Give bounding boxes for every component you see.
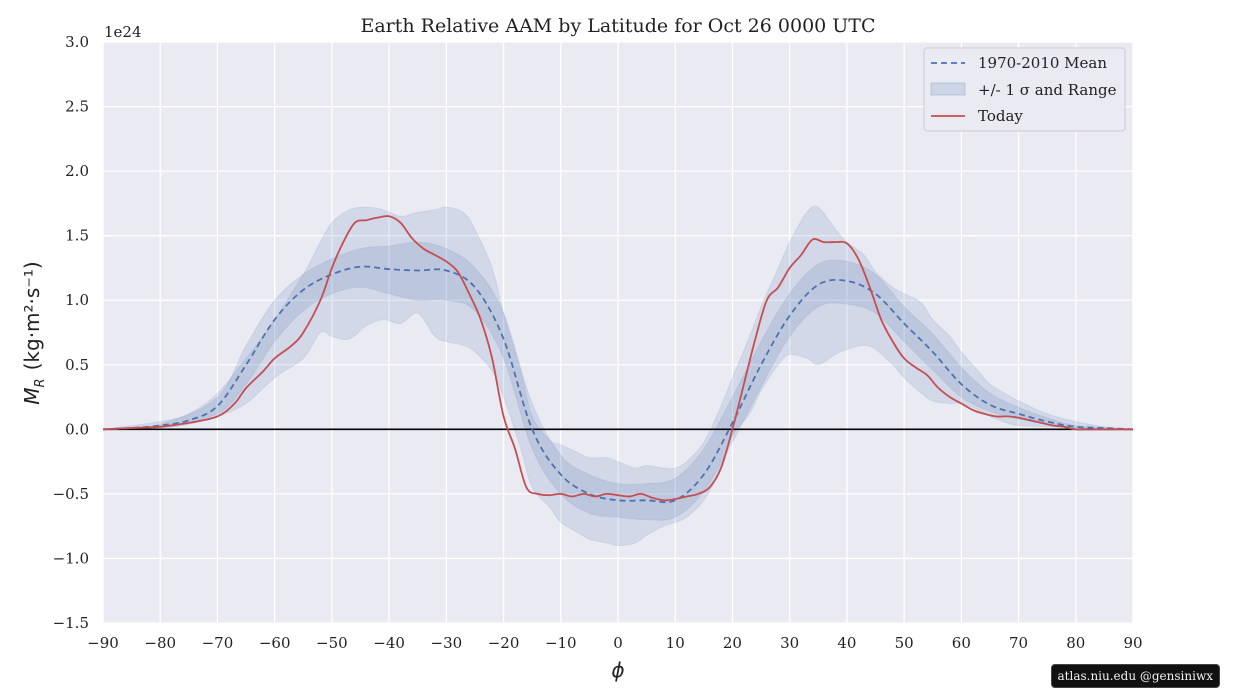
legend-label-band: +/- 1 σ and Range xyxy=(978,81,1117,99)
x-tick-label: −20 xyxy=(488,634,520,652)
y-tick-labels: −1.5 −1.0 −0.5 0.0 0.5 1.0 1.5 2.0 2.5 3.0 xyxy=(53,33,89,632)
x-tick-label: −10 xyxy=(545,634,577,652)
x-tick-label: −70 xyxy=(202,634,234,652)
legend-label-today: Today xyxy=(978,107,1023,125)
x-tick-label: 30 xyxy=(780,634,799,652)
x-tick-label: 70 xyxy=(1009,634,1028,652)
y-tick-label: −1.0 xyxy=(53,549,89,567)
x-tick-label: 0 xyxy=(613,634,623,652)
x-tick-label: 90 xyxy=(1123,634,1142,652)
legend-swatch-band xyxy=(930,82,966,96)
x-tick-label: −80 xyxy=(144,634,176,652)
x-tick-label: 60 xyxy=(952,634,971,652)
y-tick-label: −1.5 xyxy=(53,614,89,632)
x-tick-label: 80 xyxy=(1066,634,1085,652)
x-tick-label: 20 xyxy=(723,634,742,652)
y-tick-label: 0.0 xyxy=(65,420,89,438)
y-tick-label: 3.0 xyxy=(65,33,89,51)
x-tick-label: −40 xyxy=(373,634,405,652)
legend-box xyxy=(923,47,1126,132)
x-tick-labels: −90 −80 −70 −60 −50 −40 −30 −20 −10 0 10 20 30 40 50 60… xyxy=(87,634,1142,652)
y-axis-label-units: (kg·m²·s⁻¹) xyxy=(20,261,44,370)
y-tick-label: 1.5 xyxy=(65,227,89,245)
x-axis-label: ϕ xyxy=(611,658,624,682)
x-tick-label: −90 xyxy=(87,634,119,652)
y-tick-label: 0.5 xyxy=(65,356,89,374)
y-axis-label: MR (kg·m²·s⁻¹) xyxy=(20,261,48,404)
y-axis-label-sub: R xyxy=(33,378,48,387)
y-axis-label-main: M xyxy=(20,387,44,404)
chart-title: Earth Relative AAM by Latitude for Oct 2… xyxy=(360,15,875,37)
y-offset-label: 1e24 xyxy=(104,23,142,41)
series-today-line xyxy=(102,215,1133,502)
x-tick-label: −60 xyxy=(259,634,291,652)
watermark-badge[interactable]: atlas.niu.edu @gensiniwx xyxy=(1050,664,1220,688)
series-mean-line xyxy=(102,265,1134,504)
y-tick-label: 2.5 xyxy=(65,98,89,116)
y-tick-label: 1.0 xyxy=(65,291,89,309)
x-tick-label: 40 xyxy=(837,634,856,652)
x-tick-label: 50 xyxy=(895,634,914,652)
legend: 1970-2010 Mean +/- 1 σ and Range Today xyxy=(923,47,1126,132)
grid-lines xyxy=(102,41,1134,624)
x-tick-label: −30 xyxy=(431,634,463,652)
x-tick-label: −50 xyxy=(316,634,348,652)
x-tick-label: 10 xyxy=(666,634,685,652)
y-tick-label: 2.0 xyxy=(65,162,89,180)
y-tick-label: −0.5 xyxy=(53,485,89,503)
legend-label-mean: 1970-2010 Mean xyxy=(978,54,1107,72)
